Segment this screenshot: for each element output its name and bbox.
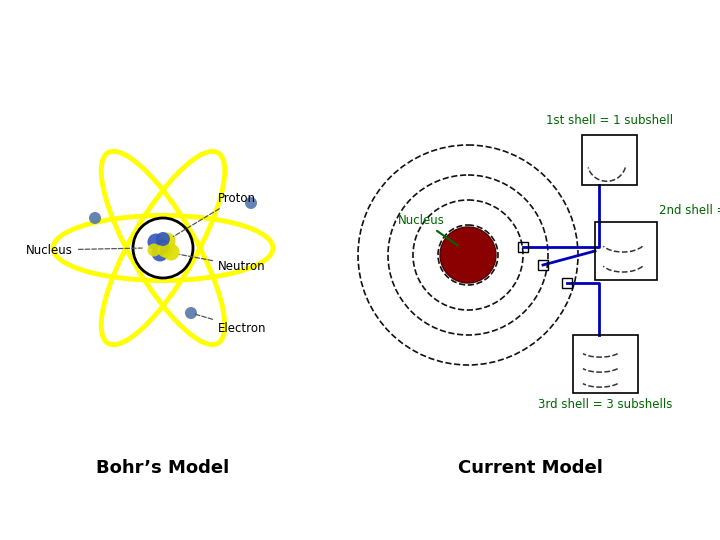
- Circle shape: [163, 244, 179, 260]
- Bar: [573, 335, 638, 393]
- Text: Nucleus: Nucleus: [398, 213, 458, 245]
- Text: Nucleus: Nucleus: [26, 244, 143, 256]
- Circle shape: [155, 240, 169, 254]
- Circle shape: [148, 233, 164, 251]
- Text: Electron: Electron: [194, 314, 266, 334]
- Circle shape: [156, 232, 170, 246]
- Bar: [582, 135, 637, 185]
- Bar: [518, 242, 528, 252]
- Circle shape: [158, 233, 176, 249]
- Circle shape: [151, 245, 168, 261]
- Circle shape: [158, 242, 173, 258]
- Text: Neutron: Neutron: [180, 254, 266, 273]
- Bar: [538, 260, 548, 270]
- Text: 1st shell = 1 subshell: 1st shell = 1 subshell: [546, 114, 673, 127]
- Circle shape: [245, 197, 257, 209]
- Circle shape: [185, 307, 197, 319]
- Bar: [562, 278, 572, 288]
- Circle shape: [89, 212, 101, 224]
- Text: Proton: Proton: [174, 192, 256, 237]
- Text: 2nd shell = 2 subshells: 2nd shell = 2 subshells: [659, 204, 720, 217]
- Circle shape: [148, 244, 161, 256]
- Text: Bohr’s Model: Bohr’s Model: [96, 459, 230, 477]
- Bar: [595, 222, 657, 280]
- Text: 3rd shell = 3 subshells: 3rd shell = 3 subshells: [539, 398, 672, 411]
- Text: Current Model: Current Model: [458, 459, 603, 477]
- Circle shape: [440, 227, 496, 283]
